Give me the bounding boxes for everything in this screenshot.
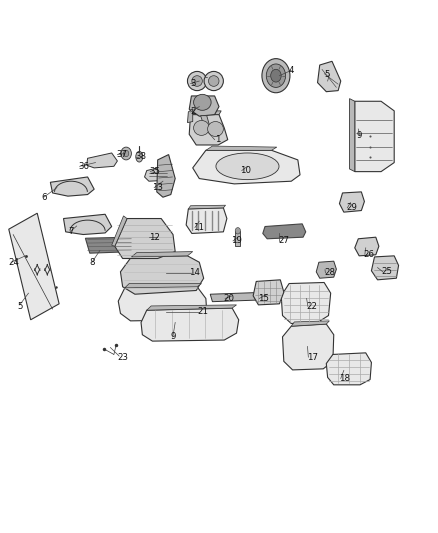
Polygon shape [189, 115, 228, 145]
Ellipse shape [216, 153, 279, 180]
Polygon shape [187, 109, 193, 123]
Polygon shape [191, 111, 221, 115]
Polygon shape [193, 150, 300, 184]
Ellipse shape [208, 76, 219, 86]
Text: 5: 5 [18, 302, 23, 311]
Text: 11: 11 [193, 223, 204, 232]
Polygon shape [112, 216, 127, 246]
Polygon shape [141, 308, 239, 341]
Text: 25: 25 [381, 268, 392, 276]
Text: 6: 6 [42, 193, 47, 201]
Polygon shape [85, 237, 134, 253]
Ellipse shape [271, 69, 281, 82]
Ellipse shape [194, 120, 209, 135]
Polygon shape [350, 99, 355, 172]
Polygon shape [201, 116, 210, 129]
Text: 9: 9 [171, 333, 176, 341]
Text: 29: 29 [346, 204, 357, 212]
Polygon shape [120, 256, 204, 294]
Text: 38: 38 [135, 152, 146, 161]
Text: 13: 13 [152, 183, 163, 192]
Text: 9: 9 [357, 132, 362, 140]
Text: 36: 36 [78, 162, 89, 171]
Polygon shape [281, 282, 331, 324]
Text: 8: 8 [90, 258, 95, 266]
Polygon shape [145, 165, 172, 181]
Text: 5: 5 [324, 70, 330, 79]
Polygon shape [355, 101, 394, 172]
Ellipse shape [262, 59, 290, 93]
Ellipse shape [121, 147, 131, 160]
Polygon shape [371, 256, 399, 280]
Text: 18: 18 [339, 374, 350, 383]
Ellipse shape [235, 228, 240, 234]
Text: 17: 17 [307, 353, 318, 361]
Text: 15: 15 [258, 294, 268, 303]
Ellipse shape [204, 71, 223, 91]
Polygon shape [64, 214, 112, 235]
Text: 19: 19 [231, 237, 242, 245]
Ellipse shape [187, 71, 207, 91]
Polygon shape [326, 353, 371, 385]
Text: 1: 1 [215, 135, 220, 144]
Text: 37: 37 [116, 150, 127, 159]
Polygon shape [9, 213, 59, 320]
Polygon shape [189, 96, 219, 116]
Polygon shape [206, 146, 277, 150]
Text: 24: 24 [9, 258, 20, 266]
Text: 4: 4 [288, 66, 294, 75]
Polygon shape [210, 292, 272, 302]
Text: 10: 10 [240, 166, 251, 175]
Polygon shape [291, 321, 329, 326]
Ellipse shape [136, 151, 143, 162]
Text: 23: 23 [117, 353, 128, 361]
Ellipse shape [192, 76, 202, 86]
Polygon shape [318, 61, 341, 92]
Polygon shape [283, 324, 334, 370]
Polygon shape [118, 287, 207, 321]
Ellipse shape [124, 150, 129, 157]
Text: 2: 2 [191, 108, 196, 116]
Polygon shape [339, 192, 364, 212]
Polygon shape [253, 280, 284, 305]
Polygon shape [157, 155, 175, 197]
Polygon shape [131, 252, 193, 257]
Text: 21: 21 [197, 308, 208, 316]
Text: 3: 3 [191, 79, 196, 88]
Bar [235, 231, 240, 246]
Text: 22: 22 [307, 302, 318, 311]
Ellipse shape [194, 94, 211, 110]
Text: 20: 20 [223, 294, 234, 303]
Polygon shape [50, 177, 94, 196]
Text: 12: 12 [149, 233, 160, 241]
Polygon shape [115, 219, 175, 259]
Polygon shape [87, 153, 117, 168]
Polygon shape [355, 237, 379, 256]
Text: 28: 28 [324, 269, 335, 277]
Ellipse shape [266, 64, 286, 87]
Polygon shape [186, 208, 227, 233]
Polygon shape [263, 224, 306, 239]
Polygon shape [316, 261, 336, 278]
Text: 7: 7 [68, 228, 74, 236]
Text: 14: 14 [189, 269, 200, 277]
Ellipse shape [208, 122, 223, 136]
Text: 27: 27 [278, 237, 289, 245]
Text: 26: 26 [364, 250, 374, 259]
Text: 35: 35 [149, 167, 160, 176]
Polygon shape [147, 305, 237, 310]
Polygon shape [125, 284, 201, 288]
Polygon shape [188, 205, 226, 209]
